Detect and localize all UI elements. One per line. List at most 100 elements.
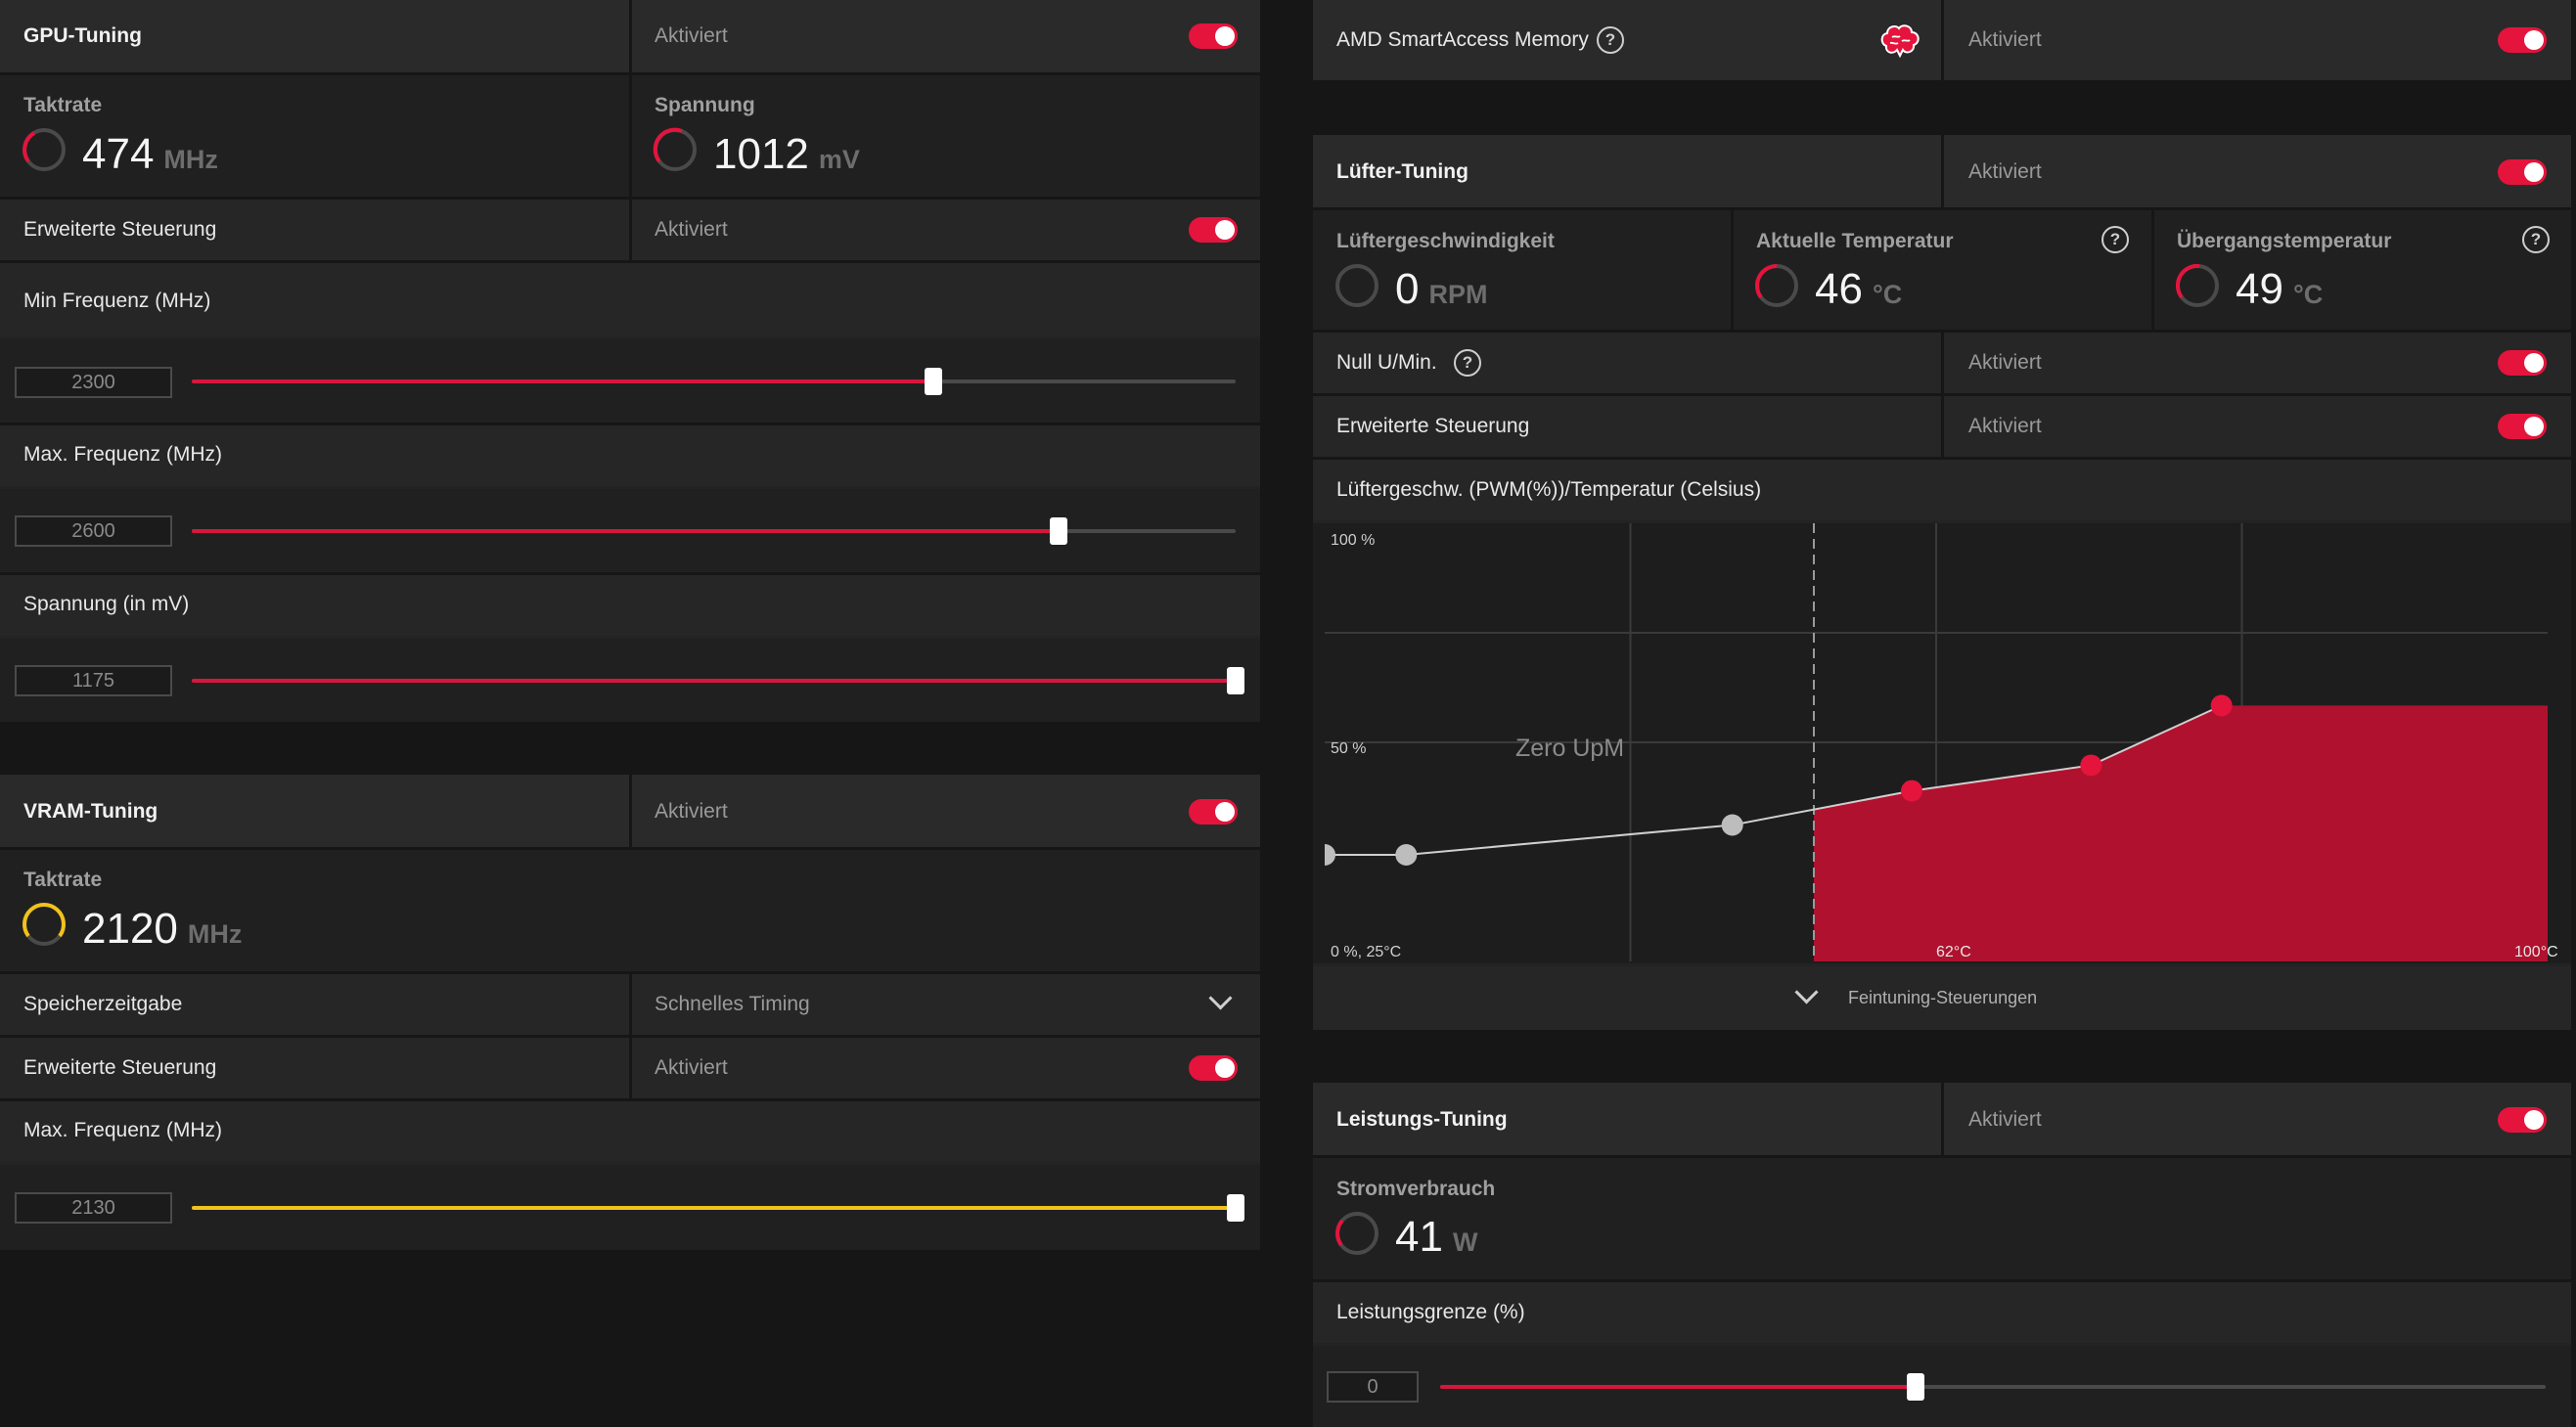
gpu-voltage-label-row: Spannung (in mV) — [0, 575, 1260, 636]
gpu-advanced-toggle[interactable] — [1189, 217, 1238, 243]
gpu-min-freq-slider[interactable] — [192, 368, 1236, 395]
zero-rpm-row: Null U/Min. ? Aktiviert — [1313, 333, 2571, 393]
vram-advanced-toggle[interactable] — [1189, 1055, 1238, 1081]
power-limit-label: Leistungsgrenze (%) — [1336, 1301, 1525, 1323]
fan-curve-point[interactable] — [2210, 694, 2233, 717]
fan-tuning-title: Lüfter-Tuning — [1336, 160, 1469, 183]
gpu-max-freq-slider[interactable] — [192, 517, 1236, 545]
current-temp-value: 46 °C — [1815, 265, 1903, 313]
gpu-voltage-slider-label: Spannung (in mV) — [23, 593, 190, 615]
vram-timing-row: Speicherzeitgabe Schnelles Timing — [0, 974, 1260, 1035]
gpu-clock-gauge — [23, 128, 66, 171]
vram-max-freq-input[interactable]: 2130 — [15, 1192, 172, 1224]
gpu-advanced-label: Erweiterte Steuerung — [23, 218, 217, 241]
zero-rpm-chart-label: Zero UpM — [1515, 735, 1624, 762]
gpu-max-freq-label: Max. Frequenz (MHz) — [23, 443, 223, 466]
gpu-advanced-status: Aktiviert — [655, 218, 728, 241]
chevron-down-icon — [1794, 980, 1819, 1004]
gpu-min-freq-label-row: Min Frequenz (MHz) — [0, 263, 1260, 336]
gpu-voltage-slider[interactable] — [192, 667, 1244, 694]
power-tuning-header: Leistungs-Tuning Aktiviert — [1313, 1083, 2571, 1155]
fan-advanced-toggle[interactable] — [2498, 414, 2547, 439]
fan-curve-line — [1325, 704, 2223, 856]
fan-curve-point[interactable] — [2080, 754, 2102, 777]
y-tick-label-origin: 0 %, 25°C — [1331, 944, 1401, 960]
help-icon[interactable]: ? — [1597, 26, 1624, 54]
gpu-voltage-thumb[interactable] — [1227, 667, 1244, 694]
vram-max-freq-thumb[interactable] — [1227, 1194, 1244, 1222]
gpu-voltage-label: Spannung — [655, 94, 755, 116]
fine-tuning-row[interactable]: Feintuning-Steuerungen — [1313, 966, 2571, 1030]
vram-timing-label: Speicherzeitgabe — [23, 993, 183, 1015]
gpu-max-freq-fill — [192, 529, 1059, 533]
smart-access-status: Aktiviert — [1968, 28, 2042, 51]
gpu-min-freq-input[interactable]: 2300 — [15, 367, 172, 398]
x-tick-label-100: 100°C — [2514, 944, 2558, 960]
fan-tuning-panel: Lüfter-Tuning Aktiviert Lüftergeschwindi… — [1313, 135, 2571, 1030]
help-icon[interactable]: ? — [2101, 226, 2129, 253]
power-usage-value: 41 W — [1395, 1213, 1478, 1261]
fan-tuning-toggle[interactable] — [2498, 159, 2547, 185]
chevron-down-icon — [1208, 986, 1233, 1010]
fan-curve-point[interactable] — [1395, 844, 1418, 866]
fan-curve-point[interactable] — [1721, 814, 1743, 836]
y-tick-label-mid: 50 % — [1331, 740, 1366, 757]
vram-tuning-status: Aktiviert — [655, 800, 728, 823]
power-tuning-status: Aktiviert — [1968, 1108, 2042, 1131]
power-limit-fill — [1440, 1385, 1916, 1389]
gpu-tuning-toggle[interactable] — [1189, 23, 1238, 49]
help-icon[interactable]: ? — [2522, 226, 2550, 253]
vram-max-freq-slider[interactable] — [192, 1194, 1244, 1222]
power-limit-slider[interactable] — [1440, 1373, 2546, 1401]
fan-curve-fill — [1814, 705, 2548, 961]
x-tick-label-62: 62°C — [1936, 944, 1971, 960]
fan-speed-value: 0 RPM — [1395, 265, 1488, 313]
help-icon[interactable]: ? — [1454, 349, 1481, 377]
gpu-max-freq-thumb[interactable] — [1049, 517, 1067, 545]
gpu-tuning-header: GPU-Tuning Aktiviert — [0, 0, 1260, 72]
gpu-voltage-slider-row: 1175 — [0, 639, 1260, 722]
gpu-advanced-row: Erweiterte Steuerung Aktiviert — [0, 200, 1260, 260]
gpu-clock-label: Taktrate — [23, 94, 103, 116]
fan-advanced-row: Erweiterte Steuerung Aktiviert — [1313, 396, 2571, 457]
gpu-metrics-row: Taktrate 474 MHz Spannung 1012 mV — [0, 75, 1260, 197]
fan-curve-title-row: Lüftergeschw. (PWM(%))/Temperatur (Celsi… — [1313, 460, 2571, 520]
smart-access-label: AMD SmartAccess Memory — [1336, 28, 1589, 51]
fan-curve-chart[interactable]: 100 % 50 % 0 %, 25°C 62°C 100°C Zero UpM — [1325, 523, 2559, 963]
current-temp-label: Aktuelle Temperatur — [1756, 230, 1954, 252]
vram-tuning-panel: VRAM-Tuning Aktiviert Taktrate 2120 MHz S… — [0, 775, 1260, 1250]
gpu-voltage-value: 1012 mV — [713, 130, 860, 178]
power-usage-gauge — [1335, 1212, 1378, 1255]
gpu-min-freq-label: Min Frequenz (MHz) — [23, 290, 211, 312]
vram-advanced-label: Erweiterte Steuerung — [23, 1056, 217, 1079]
gpu-tuning-status: Aktiviert — [655, 24, 728, 47]
vram-max-freq-fill — [192, 1206, 1236, 1210]
fan-curve-point[interactable] — [1901, 780, 1922, 802]
power-usage-label: Stromverbrauch — [1336, 1178, 1496, 1200]
gpu-max-freq-input[interactable]: 2600 — [15, 515, 172, 547]
vram-max-freq-label-row: Max. Frequenz (MHz) — [0, 1101, 1260, 1162]
zero-rpm-toggle[interactable] — [2498, 350, 2547, 376]
fan-curve-title: Lüftergeschw. (PWM(%))/Temperatur (Celsi… — [1336, 478, 1762, 501]
power-limit-label-row: Leistungsgrenze (%) — [1313, 1282, 2571, 1343]
fan-tuning-status: Aktiviert — [1968, 160, 2042, 183]
vram-clock-label: Taktrate — [23, 869, 103, 891]
fan-metrics-row: Lüftergeschwindigkeit 0 RPM Aktuelle Temp… — [1313, 210, 2571, 330]
brain-icon — [1880, 24, 1920, 59]
gpu-max-freq-label-row: Max. Frequenz (MHz) — [0, 425, 1260, 486]
smart-access-toggle[interactable] — [2498, 27, 2547, 53]
vram-tuning-title: VRAM-Tuning — [23, 800, 158, 823]
vram-tuning-toggle[interactable] — [1189, 799, 1238, 825]
fan-advanced-status: Aktiviert — [1968, 415, 2042, 437]
gpu-min-freq-thumb[interactable] — [924, 368, 942, 395]
fan-curve-point[interactable] — [1325, 844, 1335, 866]
fan-speed-gauge — [1335, 264, 1378, 307]
zero-rpm-status: Aktiviert — [1968, 351, 2042, 374]
power-limit-thumb[interactable] — [1906, 1373, 1924, 1401]
fan-curve-area: 100 % 50 % 0 %, 25°C 62°C 100°C Zero UpM — [1313, 523, 2571, 963]
power-tuning-toggle[interactable] — [2498, 1107, 2547, 1133]
gpu-voltage-input[interactable]: 1175 — [15, 665, 172, 696]
current-temp-gauge — [1755, 264, 1798, 307]
vram-timing-dropdown[interactable]: Schnelles Timing — [632, 974, 1260, 1035]
power-limit-input[interactable]: 0 — [1327, 1371, 1419, 1403]
